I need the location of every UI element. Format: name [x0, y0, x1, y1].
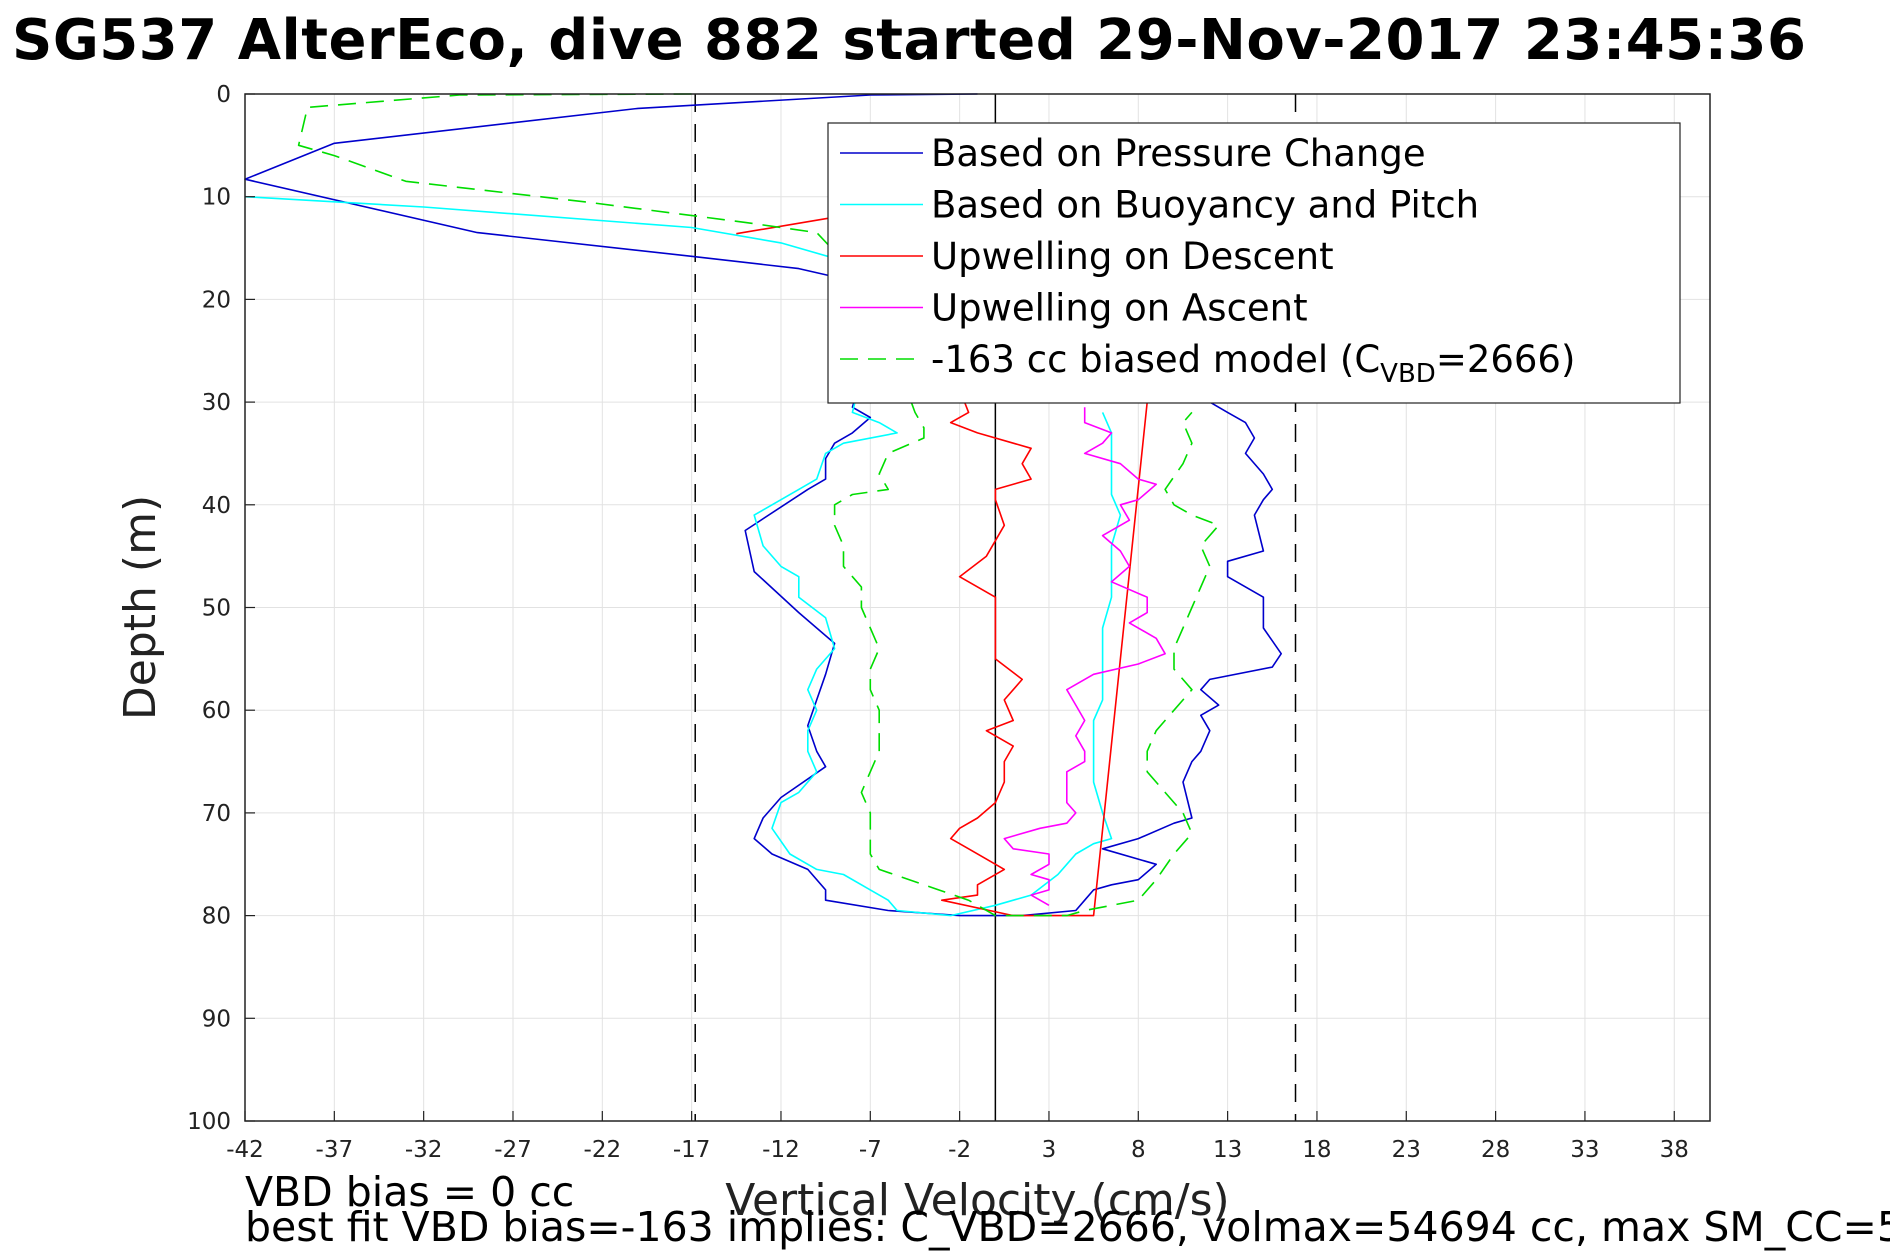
x-tick-label: 33 — [1570, 1137, 1599, 1163]
x-tick-label: -17 — [673, 1137, 711, 1163]
x-tick-label: -22 — [584, 1137, 622, 1163]
x-tick-label: -12 — [762, 1137, 800, 1163]
y-tick-label: 80 — [202, 904, 231, 930]
series-line-4 — [297, 93, 1220, 917]
x-tick-label: 3 — [1042, 1137, 1057, 1163]
x-tick-label: -37 — [316, 1137, 354, 1163]
series-line-3 — [1003, 407, 1166, 906]
y-tick-label: 100 — [187, 1109, 231, 1135]
y-tick-label: 50 — [202, 596, 231, 622]
x-tick-label: 18 — [1302, 1137, 1331, 1163]
legend-entry: Based on Pressure Change — [931, 132, 1426, 175]
x-tick-label: -2 — [948, 1137, 971, 1163]
series-line-0 — [244, 93, 1282, 917]
footer-line-1: VBD bias = 0 cc — [245, 1168, 575, 1216]
footer-line-2: best fit VBD bias=-163 implies: C_VBD=26… — [245, 1203, 1890, 1251]
x-tick-label: -32 — [405, 1137, 443, 1163]
x-tick-label: 28 — [1481, 1137, 1510, 1163]
y-tick-label: 0 — [216, 82, 231, 108]
y-tick-label: 30 — [202, 390, 231, 416]
x-tick-label: -42 — [226, 1137, 264, 1163]
x-tick-label: 13 — [1213, 1137, 1242, 1163]
x-axis-label: Vertical Velocity (cm/s) — [725, 1175, 1229, 1226]
legend-entry: -163 cc biased model (CVBD=2666) — [931, 338, 1575, 389]
axis-ticks: -42 -37 -32 -27 -22 -17 -12 -7 -2 3 8 13 18 23 28 33 380… — [187, 82, 1689, 1163]
y-tick-label: 20 — [202, 287, 231, 313]
y-axis-label: Depth (m) — [115, 495, 166, 720]
legend: Based on Pressure Change Based on Buoyanc… — [827, 122, 1681, 404]
legend-entry: Based on Buoyancy and Pitch — [931, 184, 1479, 227]
y-tick-label: 90 — [202, 1006, 231, 1032]
chart-title: SG537 AlterEco, dive 882 started 29-Nov-… — [12, 8, 1807, 73]
y-tick-label: 60 — [202, 698, 231, 724]
y-tick-label: 10 — [202, 185, 231, 211]
x-tick-label: 38 — [1660, 1137, 1689, 1163]
x-tick-label: -7 — [859, 1137, 882, 1163]
x-tick-label: -27 — [494, 1137, 532, 1163]
series-line-2 — [736, 206, 1148, 917]
y-tick-label: 40 — [202, 493, 231, 519]
legend-box — [827, 122, 1681, 404]
series-line-1 — [244, 195, 1122, 917]
x-tick-label: 23 — [1392, 1137, 1421, 1163]
series-layer — [244, 93, 1282, 917]
y-tick-label: 70 — [202, 801, 231, 827]
legend-entry: Upwelling on Ascent — [931, 287, 1308, 330]
legend-entry: Upwelling on Descent — [931, 235, 1334, 278]
x-tick-label: 8 — [1131, 1137, 1146, 1163]
